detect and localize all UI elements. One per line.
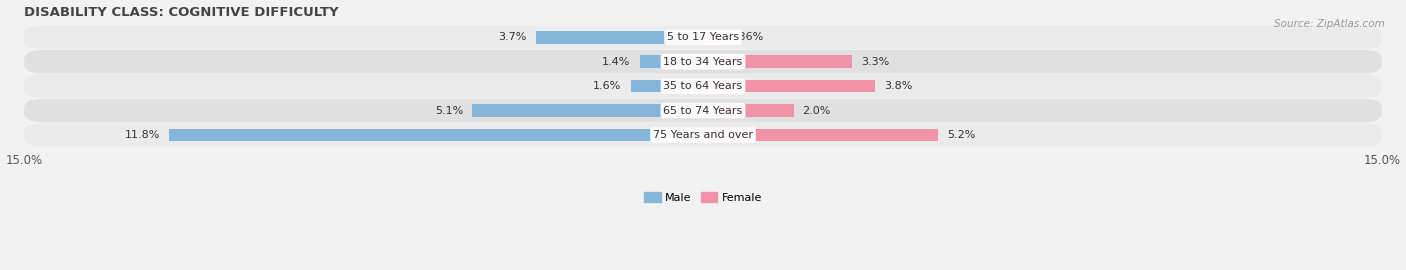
Legend: Male, Female: Male, Female [640, 188, 766, 208]
Text: 11.8%: 11.8% [125, 130, 160, 140]
Text: 5.1%: 5.1% [434, 106, 463, 116]
Text: 18 to 34 Years: 18 to 34 Years [664, 57, 742, 67]
Bar [703, 80, 875, 93]
Bar [472, 104, 703, 117]
Bar [640, 55, 703, 68]
Text: 3.8%: 3.8% [884, 81, 912, 91]
Text: 35 to 64 Years: 35 to 64 Years [664, 81, 742, 91]
Bar [703, 31, 720, 44]
Text: 75 Years and over: 75 Years and over [652, 130, 754, 140]
Text: Source: ZipAtlas.com: Source: ZipAtlas.com [1274, 19, 1385, 29]
Text: DISABILITY CLASS: COGNITIVE DIFFICULTY: DISABILITY CLASS: COGNITIVE DIFFICULTY [24, 6, 339, 19]
Text: 65 to 74 Years: 65 to 74 Years [664, 106, 742, 116]
Bar [536, 31, 703, 44]
Bar [703, 129, 938, 141]
FancyBboxPatch shape [24, 50, 1382, 73]
Text: 3.3%: 3.3% [862, 57, 890, 67]
Text: 1.6%: 1.6% [593, 81, 621, 91]
Text: 5.2%: 5.2% [948, 130, 976, 140]
Text: 3.7%: 3.7% [498, 32, 526, 42]
FancyBboxPatch shape [24, 26, 1382, 49]
Text: 0.36%: 0.36% [728, 32, 763, 42]
Bar [703, 104, 793, 117]
FancyBboxPatch shape [24, 75, 1382, 98]
Text: 1.4%: 1.4% [602, 57, 630, 67]
FancyBboxPatch shape [24, 99, 1382, 122]
Bar [703, 55, 852, 68]
FancyBboxPatch shape [24, 123, 1382, 147]
Bar [630, 80, 703, 93]
Text: 5 to 17 Years: 5 to 17 Years [666, 32, 740, 42]
Bar [169, 129, 703, 141]
Text: 2.0%: 2.0% [803, 106, 831, 116]
